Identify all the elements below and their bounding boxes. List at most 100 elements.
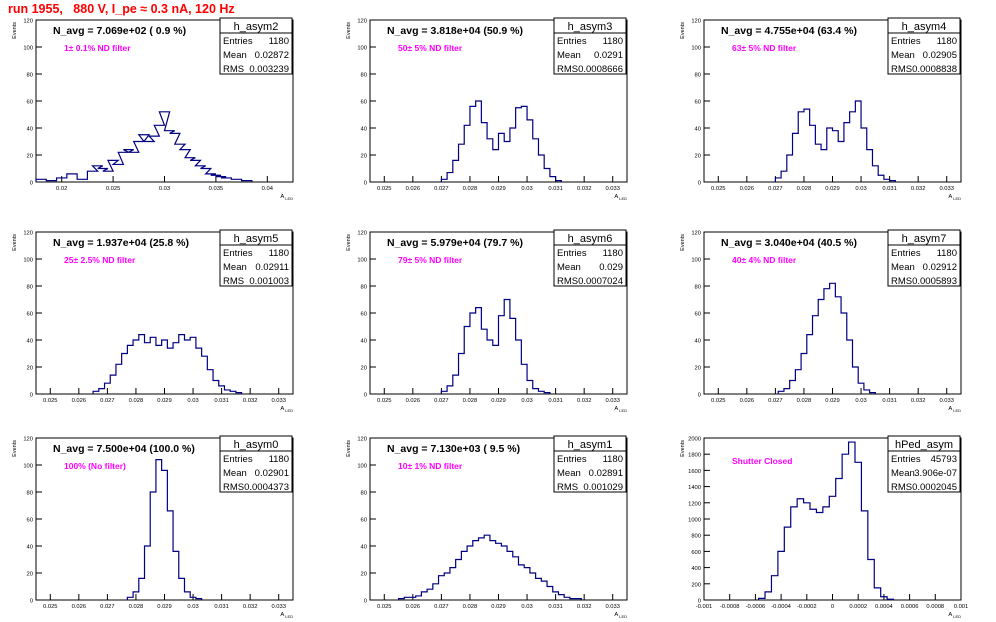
stats-value: 1180 — [603, 248, 623, 259]
stats-value: 0.02911 — [255, 262, 289, 273]
filter-label: Shutter Closed — [732, 456, 792, 466]
stats-key: Entries — [891, 454, 921, 465]
y-tick-label: 40 — [361, 127, 367, 133]
n-avg-header: N_avg = 3.818e+04 (50.9 %) — [387, 25, 523, 37]
x-tick-label: 0.026 — [740, 398, 755, 404]
y-tick-label: 60 — [27, 100, 33, 106]
x-tick-label: 0.026 — [740, 186, 755, 192]
x-tick-label: 0.03 — [159, 186, 170, 192]
stats-key: Mean — [891, 262, 915, 273]
stats-value: 0.001029 — [583, 482, 623, 493]
y-tick-label: 40 — [27, 545, 33, 551]
y-axis-label: Events — [346, 440, 352, 457]
y-tick-label: 0 — [30, 393, 33, 399]
x-tick-label: 0.026 — [72, 398, 87, 404]
stats-key: Mean — [557, 262, 581, 273]
x-tick-label: 0.028 — [797, 398, 812, 404]
stats-title: h_asym2 — [234, 21, 279, 33]
x-tick-label: 0.025 — [43, 604, 58, 610]
x-tick-label: 0.027 — [100, 604, 115, 610]
x-tick-label: 0.028 — [797, 186, 812, 192]
stats-box — [553, 229, 627, 287]
stats-value: 0.0008666 — [578, 64, 623, 75]
x-tick-label: 0.027 — [100, 398, 115, 404]
x-tick-label: 0.032 — [577, 186, 592, 192]
y-tick-label: 100 — [357, 46, 367, 52]
x-tick-label: 0.0008 — [926, 604, 944, 610]
stats-key: Mean — [223, 50, 247, 61]
stats-box — [219, 435, 293, 493]
y-tick-label: 100 — [691, 258, 701, 264]
x-tick-label: 0.025 — [43, 398, 58, 404]
n-avg-header: N_avg = 4.755e+04 (63.4 %) — [721, 25, 857, 37]
x-tick-label: 0.035 — [209, 186, 224, 192]
y-tick-label: 1400 — [688, 485, 701, 491]
stats-value: 0.0008838 — [912, 64, 957, 75]
y-tick-label: 120 — [357, 19, 367, 25]
stats-key: RMS — [223, 64, 244, 75]
stats-key: RMS — [223, 276, 244, 287]
stats-value: 0.02872 — [255, 50, 289, 61]
y-tick-label: 0 — [698, 181, 701, 187]
x-tick-label: 0.026 — [72, 604, 87, 610]
y-tick-label: 2000 — [688, 437, 701, 443]
x-tick-label: 0.033 — [605, 398, 620, 404]
stats-key: Entries — [891, 248, 921, 259]
x-tick-label: 0.028 — [463, 186, 478, 192]
y-tick-label: 80 — [695, 285, 701, 291]
y-axis-label: Events — [346, 234, 352, 251]
stats-title: h_asym7 — [902, 233, 947, 245]
x-tick-label: -0.0004 — [771, 604, 791, 610]
x-tick-label: 0.026 — [406, 604, 421, 610]
x-tick-label: 0.0002 — [849, 604, 867, 610]
x-tick-label: 0.031 — [548, 398, 563, 404]
y-axis-label: Events — [12, 234, 18, 251]
y-tick-label: 20 — [361, 572, 367, 578]
y-tick-label: 40 — [27, 127, 33, 133]
n-avg-header: N_avg = 3.040e+04 (40.5 %) — [721, 237, 857, 249]
x-tick-label: 0.032 — [911, 186, 926, 192]
y-tick-label: 100 — [23, 46, 33, 52]
y-tick-label: 20 — [695, 366, 701, 372]
y-tick-label: 60 — [695, 100, 701, 106]
x-tick-label: 0.026 — [406, 186, 421, 192]
y-axis-label: Events — [346, 22, 352, 39]
x-tick-label: 0.029 — [825, 186, 840, 192]
histogram-series — [126, 459, 203, 600]
y-tick-label: 80 — [695, 73, 701, 79]
y-tick-label: 80 — [361, 285, 367, 291]
histogram-series — [92, 334, 243, 394]
filter-label: 40± 4% ND filter — [732, 255, 797, 265]
n-avg-header: N_avg = 7.500e+04 (100.0 %) — [53, 443, 195, 455]
x-axis-label: ALED — [614, 406, 627, 413]
y-tick-label: 20 — [695, 154, 701, 160]
x-tick-label: 0.026 — [406, 398, 421, 404]
stats-value: 1180 — [603, 454, 623, 465]
y-tick-label: 120 — [357, 231, 367, 237]
stats-value: 1180 — [937, 36, 957, 47]
x-tick-label: 0.028 — [129, 604, 144, 610]
stats-value: 1180 — [269, 248, 289, 259]
x-tick-label: 0.025 — [711, 186, 726, 192]
stats-value: 0.02912 — [923, 262, 957, 273]
filter-label: 10± 1% ND filter — [398, 461, 463, 471]
x-tick-label: 0.025 — [106, 186, 121, 192]
stats-title: h_asym3 — [568, 21, 613, 33]
histogram-panel-h_asym7: 0 20 40 60 80 100 120 0.025 0.026 0.027 0.028 0.029… — [680, 229, 962, 413]
x-tick-label: -0.0006 — [746, 604, 766, 610]
x-tick-label: 0.028 — [463, 398, 478, 404]
x-tick-label: -0.0008 — [720, 604, 740, 610]
stats-value: 0.0291 — [594, 50, 623, 61]
histogram-panel-h_asym1: 0 20 40 60 80 100 120 0.025 0.026 0.027 0.028 0.029… — [346, 435, 628, 619]
x-tick-label: 0.028 — [129, 398, 144, 404]
stats-key: RMS — [891, 64, 912, 75]
x-tick-label: 0.031 — [882, 186, 897, 192]
y-tick-label: 0 — [698, 599, 701, 605]
y-tick-label: 20 — [27, 154, 33, 160]
stats-key: Entries — [557, 248, 587, 259]
y-tick-label: 100 — [23, 464, 33, 470]
x-tick-label: 0.032 — [577, 398, 592, 404]
stats-title: h_asym5 — [234, 233, 279, 245]
stats-key: Entries — [223, 454, 253, 465]
